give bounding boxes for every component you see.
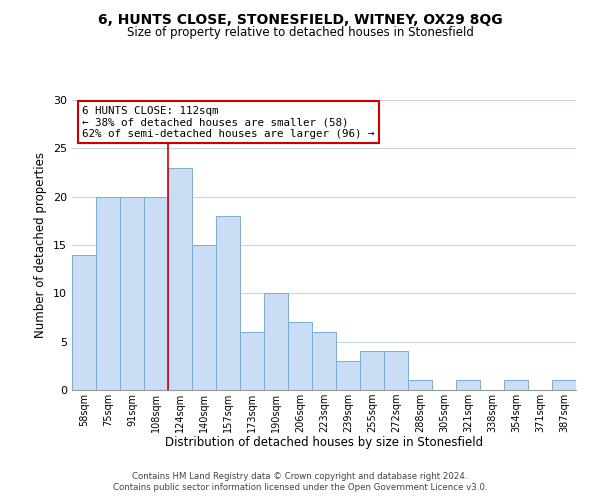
Bar xyxy=(72,254,96,390)
Bar xyxy=(216,216,240,390)
Text: Contains HM Land Registry data © Crown copyright and database right 2024.: Contains HM Land Registry data © Crown c… xyxy=(132,472,468,481)
Bar xyxy=(96,196,120,390)
Bar xyxy=(384,352,408,390)
Text: Contains public sector information licensed under the Open Government Licence v3: Contains public sector information licen… xyxy=(113,484,487,492)
Bar xyxy=(264,294,288,390)
Bar xyxy=(312,332,336,390)
Bar xyxy=(456,380,480,390)
Text: 6 HUNTS CLOSE: 112sqm
← 38% of detached houses are smaller (58)
62% of semi-deta: 6 HUNTS CLOSE: 112sqm ← 38% of detached … xyxy=(82,106,374,139)
Bar xyxy=(336,361,360,390)
Bar xyxy=(552,380,576,390)
Bar xyxy=(120,196,144,390)
Text: 6, HUNTS CLOSE, STONESFIELD, WITNEY, OX29 8QG: 6, HUNTS CLOSE, STONESFIELD, WITNEY, OX2… xyxy=(98,12,502,26)
Bar xyxy=(288,322,312,390)
Bar xyxy=(192,245,216,390)
Bar xyxy=(240,332,264,390)
Bar xyxy=(504,380,528,390)
Bar xyxy=(360,352,384,390)
Bar xyxy=(408,380,432,390)
Bar xyxy=(144,196,168,390)
Text: Size of property relative to detached houses in Stonesfield: Size of property relative to detached ho… xyxy=(127,26,473,39)
Y-axis label: Number of detached properties: Number of detached properties xyxy=(34,152,47,338)
Text: Distribution of detached houses by size in Stonesfield: Distribution of detached houses by size … xyxy=(165,436,483,449)
Bar xyxy=(168,168,192,390)
